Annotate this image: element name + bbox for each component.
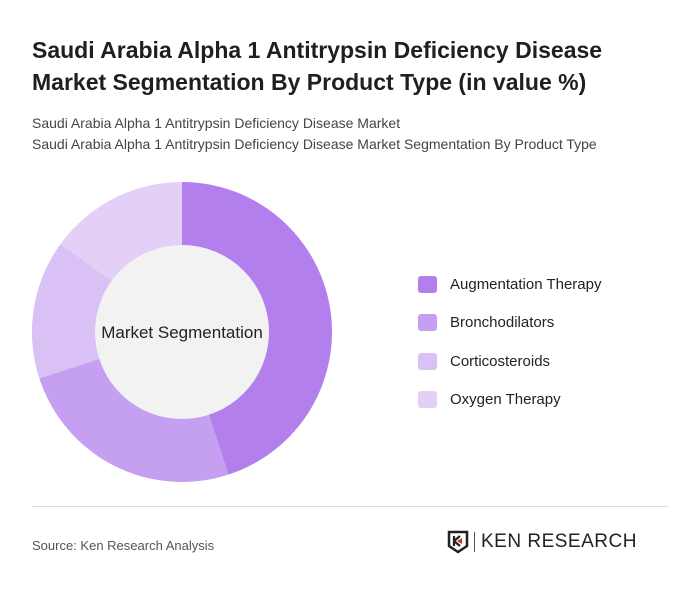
legend-swatch — [418, 352, 437, 370]
legend-swatch — [418, 275, 437, 293]
legend-item: Bronchodilators — [418, 304, 602, 343]
legend-swatch — [418, 391, 437, 409]
logo-text: KEN RESEARCH — [481, 531, 637, 552]
source-note: Source: Ken Research Analysis — [32, 538, 215, 553]
center-label: Market Segmentation — [101, 323, 263, 342]
subtitle: Saudi Arabia Alpha 1 Antitrypsin Deficie… — [32, 115, 401, 131]
legend-item: Corticosteroids — [418, 342, 602, 381]
page-title: Saudi Arabia Alpha 1 Antitrypsin Deficie… — [32, 37, 603, 95]
legend-label: Oxygen Therapy — [450, 391, 561, 409]
legend-item: Augmentation Therapy — [418, 265, 602, 304]
subtitle-2: Saudi Arabia Alpha 1 Antitrypsin Deficie… — [32, 136, 597, 152]
logo-icon — [447, 530, 469, 554]
donut-chart: Market Segmentation — [32, 182, 333, 483]
donut-hole — [95, 245, 269, 419]
legend-label: Augmentation Therapy — [450, 275, 602, 293]
legend-item: Oxygen Therapy — [418, 381, 602, 420]
legend-label: Bronchodilators — [450, 314, 555, 332]
ken-research-logo: KEN RESEARCH — [447, 530, 637, 554]
divider — [32, 506, 668, 507]
legend-swatch — [418, 314, 437, 332]
legend: Augmentation Therapy Bronchodilators Corti… — [418, 265, 602, 419]
legend-label: Corticosteroids — [450, 352, 551, 370]
